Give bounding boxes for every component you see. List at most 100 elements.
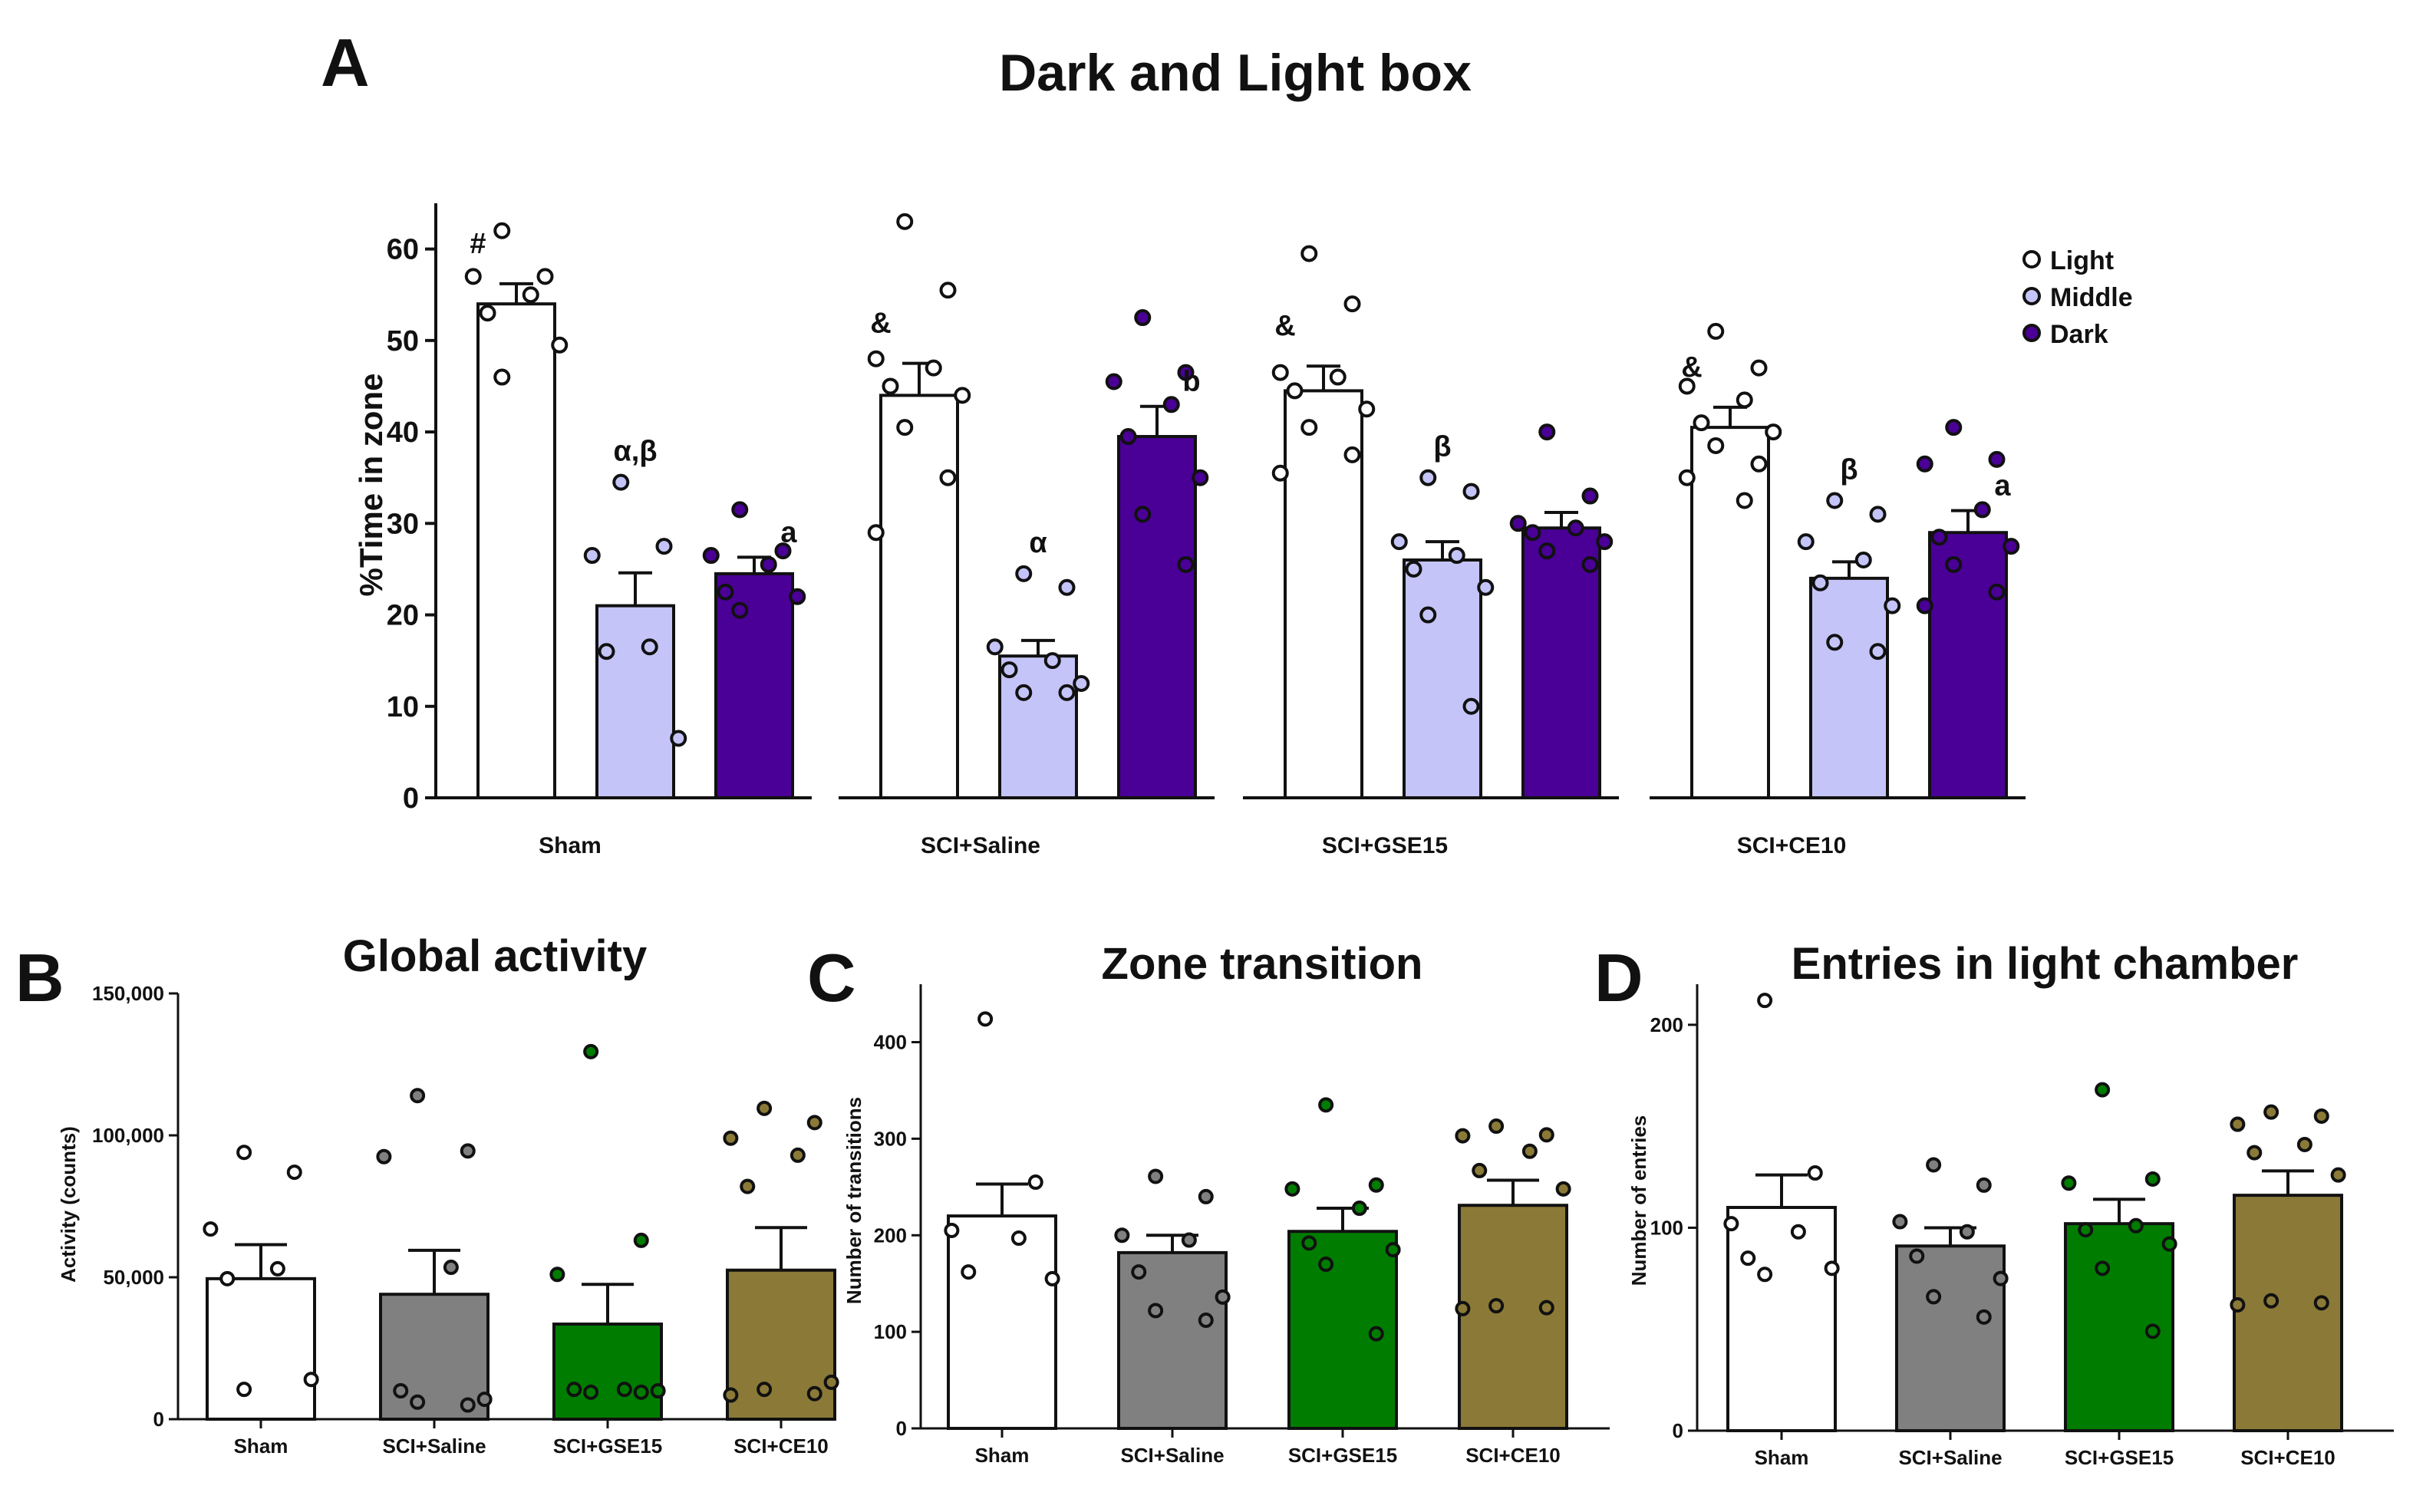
data-point bbox=[1678, 469, 1696, 486]
data-point bbox=[583, 1043, 599, 1059]
data-point bbox=[867, 350, 885, 367]
y-tick-label-d: 200 bbox=[1650, 1013, 1683, 1036]
data-point bbox=[1869, 506, 1887, 523]
x-tick-label-sci-saline-b: SCI+Saline bbox=[382, 1435, 486, 1458]
group-label-sci-gse15: SCI+GSE15 bbox=[1322, 833, 1448, 858]
data-point bbox=[867, 524, 885, 542]
data-point bbox=[1044, 1270, 1060, 1286]
data-point bbox=[1826, 492, 1844, 509]
panel-label-b: B bbox=[15, 940, 64, 1016]
y-tick-label-a: 10 bbox=[387, 691, 419, 723]
data-point bbox=[1959, 1224, 1975, 1240]
x-tick-label-sci-saline-d: SCI+Saline bbox=[1898, 1446, 2002, 1469]
data-point bbox=[476, 1392, 493, 1408]
data-point bbox=[1198, 1188, 1214, 1204]
bar-sci-ce10-c bbox=[1458, 1204, 1568, 1431]
significance-annotation: β bbox=[1433, 431, 1451, 463]
data-point bbox=[1134, 506, 1152, 523]
legend-swatch-light bbox=[2022, 250, 2041, 268]
data-point bbox=[566, 1382, 582, 1398]
data-point bbox=[2144, 1171, 2161, 1187]
panel-label-d: D bbox=[1594, 940, 1643, 1016]
data-point bbox=[723, 1130, 739, 1146]
data-point bbox=[757, 1382, 773, 1398]
bar-dark-sham bbox=[714, 572, 794, 800]
legend-a: Light Middle Dark bbox=[2022, 246, 2133, 349]
bar-sci-saline-c bbox=[1117, 1250, 1228, 1430]
data-point bbox=[789, 588, 806, 605]
data-point bbox=[2095, 1082, 2111, 1098]
data-point bbox=[1826, 634, 1844, 651]
data-point bbox=[731, 501, 749, 519]
data-point bbox=[986, 638, 1004, 656]
data-point bbox=[1472, 1162, 1488, 1178]
data-point bbox=[1405, 560, 1422, 578]
data-point bbox=[641, 638, 658, 656]
data-point bbox=[2061, 1175, 2077, 1191]
data-point bbox=[2313, 1108, 2329, 1124]
data-point bbox=[1988, 450, 2006, 468]
y-tick-label-a: 0 bbox=[403, 782, 419, 815]
chart-b-marks: 0 50,000 100,000 150,000 Sham SCI+Saline SCI+G… bbox=[92, 982, 839, 1458]
data-point bbox=[1736, 492, 1753, 509]
data-point bbox=[393, 1383, 409, 1398]
y-tick-label-a: 40 bbox=[387, 417, 419, 449]
bar-sci-ce10-d bbox=[2233, 1194, 2343, 1433]
data-point bbox=[1993, 1270, 2009, 1286]
data-point bbox=[1286, 382, 1304, 400]
data-point bbox=[2247, 1145, 2263, 1161]
y-tick-label-b: 100,000 bbox=[92, 1124, 164, 1147]
data-point bbox=[1976, 1309, 1992, 1325]
x-tick-label-sci-saline-c: SCI+Saline bbox=[1120, 1444, 1224, 1467]
legend-label-dark: Dark bbox=[2050, 320, 2108, 349]
data-point bbox=[1488, 1118, 1505, 1135]
data-point bbox=[410, 1394, 426, 1410]
data-point bbox=[1198, 1313, 1214, 1329]
x-tick-label-sci-ce10-d: SCI+CE10 bbox=[2240, 1446, 2336, 1469]
bar-sci-gse15-b bbox=[552, 1323, 663, 1421]
data-point bbox=[977, 1011, 994, 1027]
y-tick-label-b: 0 bbox=[153, 1408, 164, 1431]
data-point bbox=[723, 1387, 739, 1403]
data-point bbox=[1058, 684, 1076, 701]
data-point bbox=[376, 1148, 392, 1164]
data-point bbox=[1343, 446, 1361, 463]
data-point bbox=[1301, 1235, 1317, 1251]
data-point bbox=[1177, 364, 1195, 381]
data-point bbox=[1015, 684, 1033, 701]
data-point bbox=[731, 601, 749, 619]
data-point bbox=[774, 542, 792, 560]
data-point bbox=[1284, 1181, 1300, 1197]
data-point bbox=[493, 368, 511, 386]
x-tick-label-sci-ce10-b: SCI+CE10 bbox=[733, 1435, 829, 1458]
data-point bbox=[655, 538, 673, 555]
data-point bbox=[760, 555, 777, 573]
data-point bbox=[806, 1385, 822, 1402]
data-point bbox=[269, 1260, 285, 1276]
legend-label-middle: Middle bbox=[2050, 283, 2133, 312]
data-point bbox=[1390, 533, 1408, 551]
significance-annotation: & bbox=[1681, 351, 1702, 384]
data-point bbox=[236, 1145, 252, 1161]
significance-annotation: & bbox=[1274, 310, 1295, 342]
y-tick-label-a: 60 bbox=[387, 234, 419, 266]
data-point bbox=[1538, 1300, 1554, 1316]
significance-annotation: b bbox=[1182, 366, 1200, 398]
data-point bbox=[1385, 1242, 1401, 1258]
data-point bbox=[740, 1178, 756, 1194]
bar-middle-sham bbox=[595, 604, 675, 799]
data-point bbox=[536, 268, 554, 285]
data-point bbox=[789, 1147, 806, 1163]
data-point bbox=[1757, 993, 1773, 1009]
data-point bbox=[1723, 1216, 1739, 1232]
significance-annotation: β bbox=[1840, 454, 1858, 486]
data-point bbox=[583, 547, 601, 565]
bar-light-sham bbox=[476, 302, 556, 799]
data-point bbox=[1419, 606, 1437, 624]
data-point bbox=[1693, 414, 1710, 432]
data-point bbox=[1757, 1267, 1773, 1283]
data-point bbox=[1976, 1177, 1992, 1193]
data-point bbox=[2313, 1295, 2329, 1311]
y-tick-label-b: 150,000 bbox=[92, 982, 164, 1005]
data-point bbox=[1148, 1303, 1164, 1319]
